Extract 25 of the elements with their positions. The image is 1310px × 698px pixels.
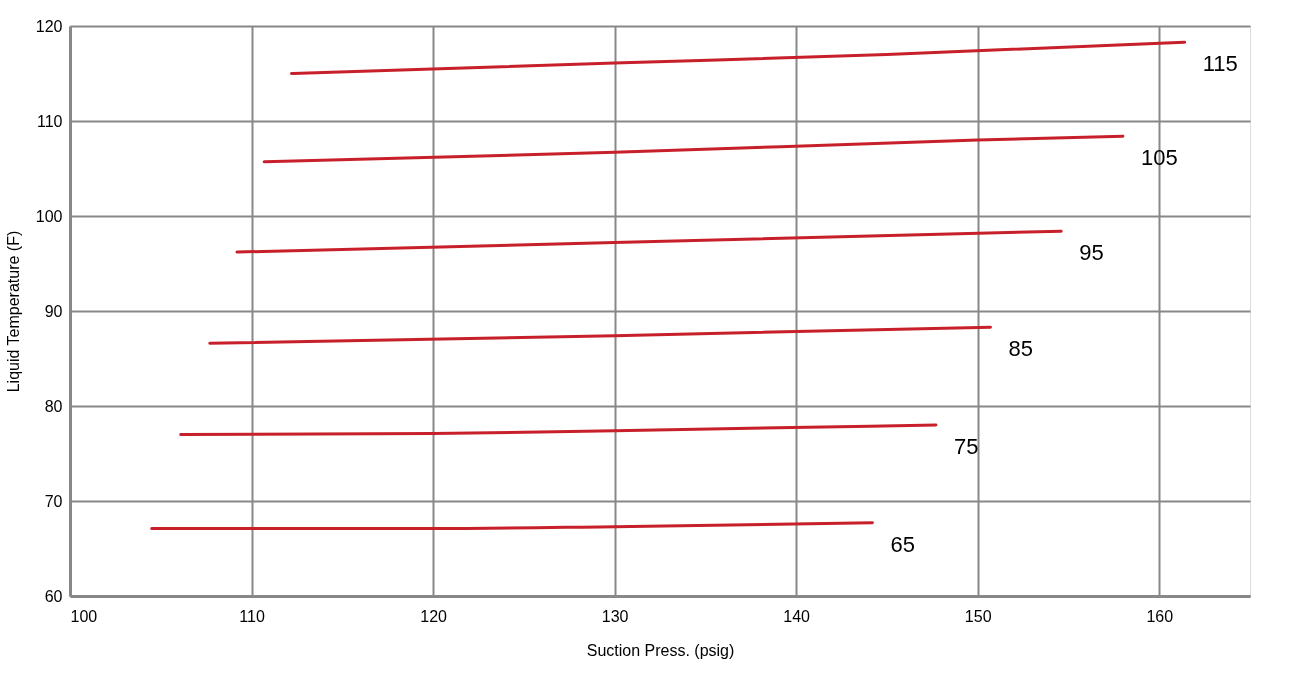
y-tick-label: 120 — [35, 17, 63, 35]
series-label: 105 — [1140, 145, 1178, 171]
y-tick-label: 100 — [35, 207, 63, 225]
x-axis-title: Suction Press. (psig) — [586, 641, 735, 659]
y-tick-label: 80 — [44, 397, 63, 415]
line-series — [179, 423, 938, 436]
x-tick-label: 130 — [601, 607, 629, 625]
x-tick-label: 160 — [1146, 607, 1174, 625]
series-label: 65 — [890, 531, 915, 557]
series-label: 115 — [1202, 51, 1238, 77]
x-tick-label: 140 — [783, 607, 811, 625]
line-series — [262, 134, 1125, 164]
series-label: 75 — [953, 434, 979, 459]
series-label: 95 — [1079, 240, 1104, 266]
line-series — [289, 40, 1187, 75]
x-tick-label: 110 — [239, 607, 265, 625]
y-tick-label: 90 — [44, 302, 63, 320]
y-tick-label: 60 — [44, 587, 63, 605]
series-label: 85 — [1008, 336, 1033, 362]
x-tick-label: 100 — [70, 607, 98, 625]
x-tick-label: 120 — [420, 607, 448, 625]
y-axis-title: Liquid Temperature (F) — [4, 230, 22, 393]
y-tick-label: 70 — [44, 492, 63, 510]
y-tick-label: 110 — [36, 112, 63, 130]
x-tick-label: 150 — [964, 607, 992, 625]
